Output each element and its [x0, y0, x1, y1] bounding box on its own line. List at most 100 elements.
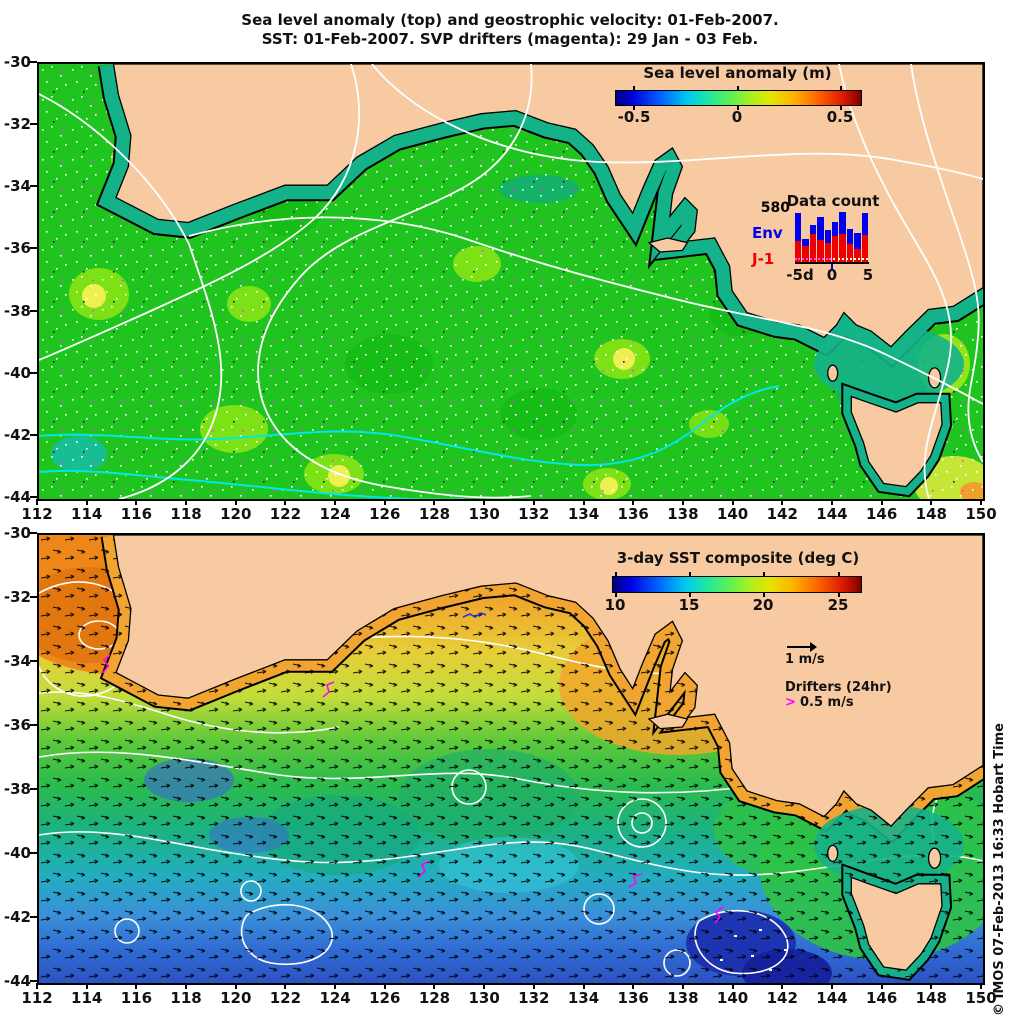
sst-colorbar-label: 10 — [604, 596, 626, 614]
x-tick-mark — [185, 983, 188, 989]
x-tick-mark — [632, 983, 635, 989]
land-tasmania-sst — [850, 876, 943, 971]
x-tick-mark — [681, 983, 684, 989]
sst-colorbar-tickmark — [689, 593, 691, 597]
x-tick-mark — [781, 983, 784, 989]
x-tick-label: 138 — [667, 505, 699, 523]
y-tick-label: -38 — [3, 780, 31, 798]
x-tick-mark — [334, 983, 337, 989]
sst-colorbar — [612, 576, 862, 593]
y-tick-mark — [30, 123, 37, 126]
x-tick-mark — [582, 499, 585, 505]
y-tick-mark — [30, 788, 37, 790]
j1-count-segment — [824, 243, 831, 262]
y-tick-mark — [30, 309, 37, 312]
data-count-bar — [854, 233, 861, 262]
copyright-watermark: © IMOS 07-Feb-2013 16:33 Hobart Time — [992, 723, 1007, 1016]
x-tick-label: 126 — [369, 989, 401, 1007]
x-tick-mark — [85, 983, 88, 989]
x-tick-mark — [880, 499, 883, 505]
x-tick-mark — [36, 983, 38, 989]
x-tick-label: 114 — [71, 505, 103, 523]
x-tick-mark — [532, 983, 535, 989]
y-tick-mark — [30, 433, 37, 436]
j1-count-segment — [817, 239, 824, 262]
sst-colorbar-label: 20 — [752, 596, 774, 614]
x-tick-mark — [681, 499, 684, 505]
sst-colorbar-tickmark — [689, 572, 691, 576]
x-tick-mark — [880, 983, 883, 989]
data-count-bar — [817, 217, 824, 262]
figure-title-line2: SST: 01-Feb-2007. SVP drifters (magenta)… — [261, 30, 759, 48]
sst-colorbar-tickmark — [615, 593, 617, 597]
data-count-max-label: 580 — [760, 200, 790, 216]
land-king-island — [827, 364, 839, 382]
x-tick-mark — [483, 499, 486, 505]
sst-colorbar-tickmark — [763, 572, 765, 576]
x-tick-label: 138 — [667, 989, 699, 1007]
x-tick-mark — [731, 499, 734, 505]
j1-count-segment — [809, 234, 817, 262]
x-tick-label: 140 — [716, 989, 749, 1007]
y-tick-mark — [30, 185, 37, 188]
drifter-legend-title: Drifters (24hr) — [785, 680, 892, 695]
x-tick-mark — [383, 983, 386, 989]
x-tick-mark — [582, 983, 585, 989]
sla-colorbar-tickmark — [737, 86, 739, 90]
x-tick-mark — [135, 983, 138, 989]
j1-count-segment — [795, 241, 802, 262]
x-tick-label: 130 — [468, 505, 500, 523]
j1-count-segment — [839, 234, 846, 262]
x-tick-label: 132 — [518, 505, 550, 523]
drifter-legend-symbol: > — [785, 695, 796, 710]
sst-colorbar-title: 3-day SST composite (deg C) — [616, 549, 860, 567]
x-tick-label: 118 — [170, 505, 202, 523]
j1-count-segment — [861, 235, 868, 262]
x-tick-mark — [234, 499, 237, 505]
y-tick-mark — [30, 371, 37, 374]
land-king-island-sst — [827, 844, 839, 863]
y-tick-label: -42 — [3, 425, 31, 444]
x-tick-mark — [781, 499, 784, 505]
y-tick-label: -44 — [3, 972, 31, 990]
y-tick-label: -32 — [3, 588, 31, 606]
x-tick-mark — [284, 983, 287, 989]
sla-colorbar-tickmark — [840, 106, 842, 110]
data-count-series-j1-label: J-1 — [752, 250, 775, 268]
x-tick-mark — [930, 983, 933, 989]
x-tick-label: 136 — [617, 505, 649, 523]
sla-colorbar-tickmark — [737, 106, 739, 110]
data-count-histogram — [795, 210, 869, 264]
j1-count-segment — [831, 236, 839, 262]
x-tick-label: 114 — [71, 989, 103, 1007]
x-tick-mark — [135, 499, 138, 505]
data-count-bar — [824, 230, 831, 262]
x-tick-label: 148 — [915, 505, 947, 523]
velocity-scale-arrowhead — [810, 642, 817, 652]
land-australia — [112, 64, 983, 488]
velocity-scale-label: 1 m/s — [785, 652, 825, 667]
x-tick-mark — [930, 499, 933, 505]
x-tick-mark — [284, 499, 287, 505]
x-tick-label: 112 — [21, 989, 53, 1007]
y-tick-label: -36 — [3, 239, 31, 258]
x-tick-label: 146 — [865, 505, 898, 523]
y-tick-mark — [30, 852, 37, 854]
y-tick-mark — [30, 495, 37, 498]
x-tick-label: 132 — [518, 989, 550, 1007]
sla-map-canvas — [39, 64, 983, 499]
x-tick-mark — [36, 499, 38, 505]
env-count-segment — [846, 229, 854, 244]
blue-drifter-track — [462, 612, 487, 618]
x-tick-label: 116 — [120, 505, 153, 523]
env-count-segment — [795, 212, 802, 242]
data-count-xtick: -5d — [786, 266, 814, 284]
x-tick-label: 134 — [567, 505, 600, 523]
x-tick-label: 118 — [170, 989, 202, 1007]
x-tick-mark — [383, 499, 386, 505]
sla-colorbar-tickmark — [633, 86, 635, 90]
x-tick-label: 150 — [965, 505, 997, 523]
y-tick-mark — [30, 61, 37, 63]
x-tick-label: 124 — [319, 989, 351, 1007]
sst-colorbar-label: 15 — [678, 596, 700, 614]
